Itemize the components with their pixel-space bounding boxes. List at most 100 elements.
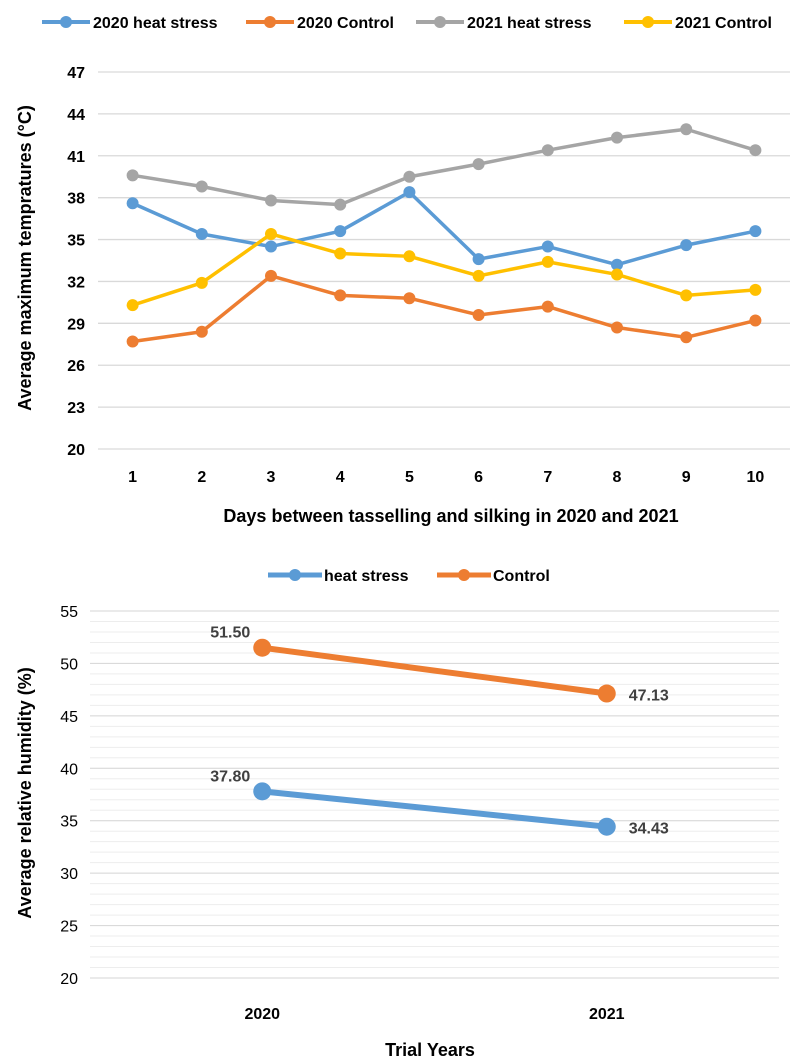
temperature-chart: 2020 heat stress 2020 Control 2021 heat … xyxy=(15,15,790,526)
legend-label-heat-stress: heat stress xyxy=(324,568,409,585)
data-point xyxy=(334,247,347,260)
y-tick-label: 29 xyxy=(67,316,85,333)
data-point xyxy=(611,258,623,271)
data-point xyxy=(541,300,554,313)
legend-item-control: Control xyxy=(437,568,550,585)
data-point xyxy=(472,158,485,171)
data-point xyxy=(403,170,416,183)
data-point xyxy=(126,299,139,312)
y-tick-label: 38 xyxy=(67,191,85,208)
data-point xyxy=(334,225,347,238)
y-tick-label: 35 xyxy=(67,233,85,250)
data-point xyxy=(541,255,554,268)
data-point xyxy=(611,131,623,144)
data-point xyxy=(265,194,277,207)
x-axis-title: Trial Years xyxy=(385,1040,475,1060)
legend-marker-2021-control-icon xyxy=(642,16,654,28)
series-2021-control xyxy=(126,227,762,312)
data-point xyxy=(597,684,616,703)
y-tick-label: 55 xyxy=(60,604,78,621)
data-point xyxy=(472,269,485,282)
legend-item-2021-control: 2021 Control xyxy=(624,15,772,32)
y-axis-title: Average relative humidity (%) xyxy=(15,667,35,918)
legend-marker-heat-stress-icon xyxy=(289,569,301,581)
data-point xyxy=(611,321,623,334)
series-line xyxy=(261,644,608,697)
data-point xyxy=(749,314,762,327)
x-tick-label: 2 xyxy=(197,469,206,486)
legend-item-2020-heat-stress: 2020 heat stress xyxy=(42,15,218,32)
data-label: 37.80 xyxy=(210,768,250,785)
data-point xyxy=(253,782,272,801)
data-labels: 37.80 34.43 51.50 47.13 xyxy=(210,625,669,838)
data-point xyxy=(265,227,277,240)
x-tick-label: 4 xyxy=(336,469,345,486)
y-tick-label: 40 xyxy=(60,761,78,778)
data-point xyxy=(195,180,208,193)
x-tick-label: 8 xyxy=(613,469,622,486)
legend-label-2021-control: 2021 Control xyxy=(675,15,772,32)
data-point xyxy=(403,186,416,199)
x-tick-label: 1 xyxy=(128,469,137,486)
data-point xyxy=(472,308,485,321)
grid xyxy=(98,71,790,450)
grid xyxy=(90,610,779,979)
data-point xyxy=(597,817,616,836)
data-point xyxy=(126,335,139,348)
legend-label-2020-control: 2020 Control xyxy=(297,15,394,32)
y-tick-label: 47 xyxy=(67,65,85,82)
series-heat-stress xyxy=(253,782,616,836)
legend-marker-control-icon xyxy=(458,569,470,581)
y-axis-ticks: 20 23 26 29 32 35 38 41 44 47 xyxy=(67,65,85,459)
data-point xyxy=(541,240,554,253)
data-point xyxy=(680,331,693,344)
legend-item-2021-heat-stress: 2021 heat stress xyxy=(416,15,592,32)
data-point xyxy=(265,269,277,282)
series-line xyxy=(132,274,756,344)
data-label: 34.43 xyxy=(629,821,669,838)
x-tick-label: 2020 xyxy=(244,1006,280,1023)
x-tick-label: 5 xyxy=(405,469,414,486)
humidity-chart: heat stress Control 20 25 30 35 40 45 50 55 202… xyxy=(15,568,779,1060)
data-label: 47.13 xyxy=(629,688,669,705)
data-point xyxy=(126,169,139,182)
x-axis-ticks: 2020 2021 xyxy=(244,1006,624,1023)
data-point xyxy=(749,225,762,238)
data-point xyxy=(126,197,139,210)
legend-label-control: Control xyxy=(493,568,550,585)
series-layer xyxy=(126,123,762,348)
series-2020-control xyxy=(126,269,762,348)
series-2021-heat-stress xyxy=(126,123,762,211)
series-line xyxy=(131,190,756,267)
x-tick-label: 9 xyxy=(682,469,691,486)
data-point xyxy=(680,289,693,302)
y-tick-label: 20 xyxy=(60,971,78,988)
y-tick-label: 41 xyxy=(67,149,85,166)
x-tick-label: 10 xyxy=(747,469,765,486)
series-line xyxy=(132,127,756,207)
data-point xyxy=(265,240,277,253)
data-label: 51.50 xyxy=(210,625,250,642)
x-tick-label: 2021 xyxy=(589,1006,625,1023)
y-tick-label: 23 xyxy=(67,400,85,417)
y-axis-title: Average maximum tempratures (°C) xyxy=(15,105,35,411)
x-tick-label: 7 xyxy=(543,469,552,486)
series-layer xyxy=(253,638,616,836)
legend-label-2020-heat-stress: 2020 heat stress xyxy=(93,15,218,32)
legend-item-2020-control: 2020 Control xyxy=(246,15,394,32)
y-tick-label: 35 xyxy=(60,814,78,831)
data-point xyxy=(680,239,693,252)
y-tick-label: 44 xyxy=(67,107,85,124)
legend: heat stress Control xyxy=(268,568,550,585)
legend: 2020 heat stress 2020 Control 2021 heat … xyxy=(42,15,772,32)
series-2020-heat-stress xyxy=(126,186,762,271)
data-point xyxy=(334,198,347,211)
y-axis-ticks: 20 25 30 35 40 45 50 55 xyxy=(60,604,78,988)
x-axis-ticks: 1 2 3 4 5 6 7 8 9 10 xyxy=(128,469,764,486)
series-line xyxy=(132,232,756,307)
y-tick-label: 25 xyxy=(60,919,78,936)
legend-marker-2020-control-icon xyxy=(264,16,276,28)
y-tick-label: 20 xyxy=(67,442,85,459)
data-point xyxy=(253,638,272,657)
y-tick-label: 26 xyxy=(67,358,85,375)
